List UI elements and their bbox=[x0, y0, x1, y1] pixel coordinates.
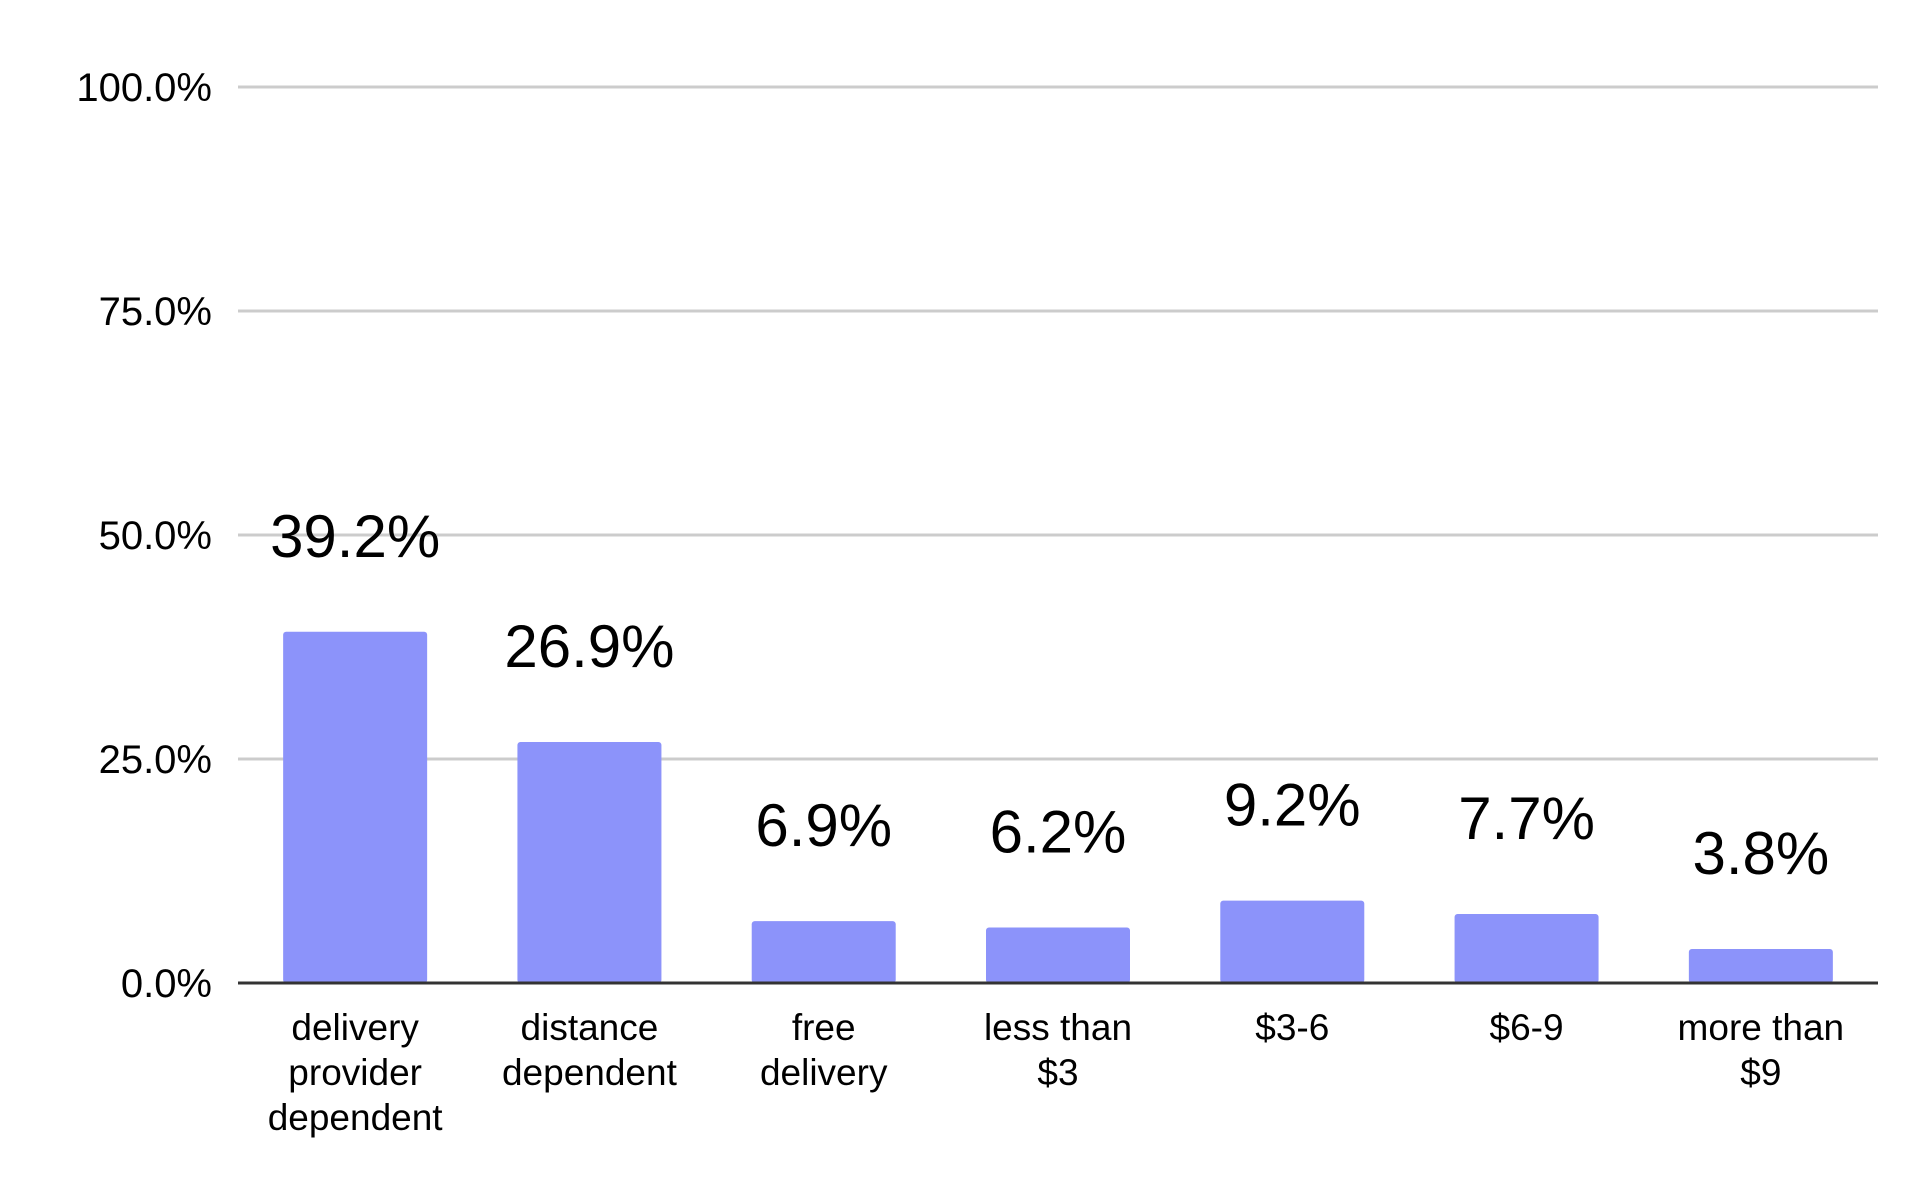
data-label: 39.2% bbox=[270, 503, 440, 570]
x-tick-label: $6-9 bbox=[1490, 1007, 1564, 1048]
data-label: 26.9% bbox=[504, 613, 674, 680]
bar bbox=[517, 741, 662, 983]
data-label: 6.9% bbox=[755, 792, 892, 859]
x-tick-label: $9 bbox=[1740, 1052, 1781, 1093]
x-tick-label: delivery bbox=[760, 1052, 888, 1093]
x-tick-label: $3 bbox=[1037, 1052, 1078, 1093]
bar bbox=[283, 631, 428, 983]
bar bbox=[1454, 914, 1599, 983]
x-tick-label: less than bbox=[984, 1007, 1132, 1048]
x-tick-label: free bbox=[792, 1007, 856, 1048]
bar bbox=[1220, 900, 1365, 983]
x-tick-label: distance bbox=[521, 1007, 659, 1048]
data-label: 9.2% bbox=[1224, 772, 1361, 839]
x-tick-label: dependent bbox=[502, 1052, 678, 1093]
x-tick-label: delivery bbox=[291, 1007, 419, 1048]
bar bbox=[986, 927, 1130, 983]
y-tick-label: 50.0% bbox=[99, 514, 212, 558]
x-tick-label: provider bbox=[288, 1052, 422, 1093]
data-label: 7.7% bbox=[1458, 785, 1595, 852]
bar bbox=[751, 921, 896, 983]
y-tick-label: 100.0% bbox=[76, 66, 212, 110]
x-tick-label: dependent bbox=[268, 1097, 444, 1138]
y-tick-label: 75.0% bbox=[99, 290, 212, 334]
data-label: 6.2% bbox=[990, 798, 1127, 865]
y-tick-label: 0.0% bbox=[121, 962, 212, 1006]
x-tick-label: more than bbox=[1678, 1007, 1845, 1048]
x-tick-label: $3-6 bbox=[1255, 1007, 1329, 1048]
y-tick-label: 25.0% bbox=[99, 738, 212, 782]
bar bbox=[1688, 948, 1833, 983]
data-label: 3.8% bbox=[1692, 820, 1829, 887]
